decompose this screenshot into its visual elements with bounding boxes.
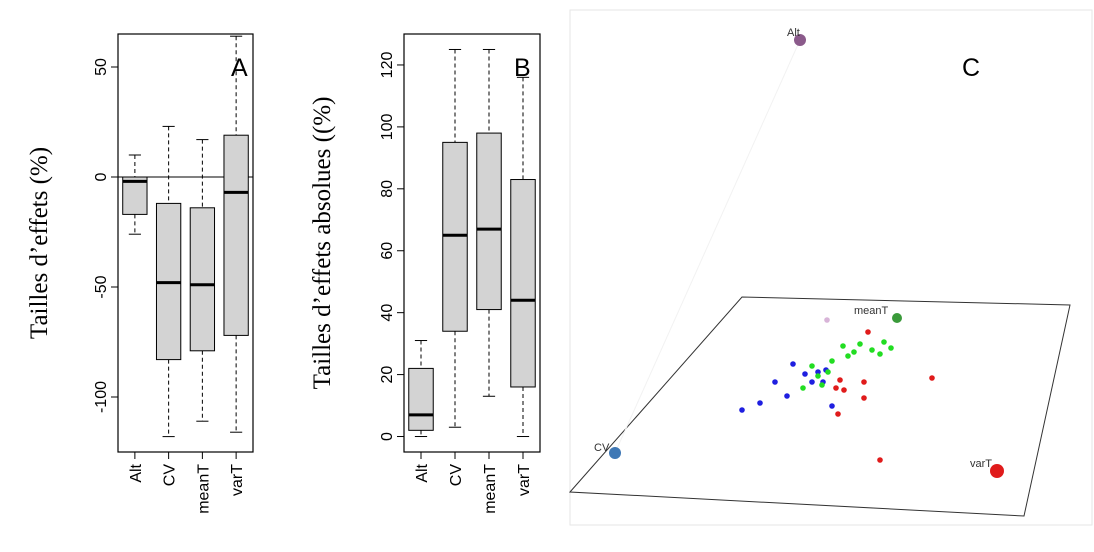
- panel-a-boxplot: A Tailles d’effets (%) 50 0 -50 -100 Alt CV me…: [26, 33, 254, 514]
- y-tick-label: 60: [379, 242, 396, 260]
- panel-a-letter: A: [231, 54, 248, 82]
- scatter-point: [865, 329, 871, 335]
- y-tick-label: 0: [93, 172, 110, 181]
- panel-c-axis-line: [614, 39, 801, 454]
- scatter-point: [861, 379, 867, 385]
- anchor-label-vart: varT: [970, 458, 992, 470]
- anchor-label-cv: CV: [594, 442, 610, 454]
- scatter-point: [772, 379, 778, 385]
- y-tick-label: 0: [379, 432, 396, 441]
- box: [510, 179, 536, 388]
- x-tick-label: varT: [516, 464, 533, 496]
- panel-a-plot-frame: [117, 33, 254, 453]
- scatter-point: [877, 457, 883, 463]
- scatter-point: [841, 387, 847, 393]
- x-tick-label: meanT: [195, 464, 212, 514]
- scatter-point: [819, 382, 825, 388]
- y-tick-label: 40: [379, 304, 396, 322]
- scatter-point: [929, 375, 935, 381]
- scatter-point: [825, 369, 831, 375]
- panel-b-letter: B: [514, 54, 531, 82]
- scatter-point: [837, 377, 843, 383]
- panel-c-3d-scatter: C Alt meanT CV varT: [568, 9, 1093, 526]
- anchor-point-vart: [990, 464, 1004, 478]
- x-tick-label: Alt: [128, 463, 145, 482]
- scatter-point: [739, 407, 745, 413]
- scatter-point: [845, 353, 851, 359]
- scatter-point: [835, 411, 841, 417]
- scatter-point: [809, 363, 815, 369]
- box: [408, 367, 434, 431]
- anchor-label-meant: meanT: [854, 305, 889, 317]
- scatter-point: [815, 369, 821, 375]
- y-tick-label: 50: [93, 58, 110, 76]
- scatter-point: [784, 393, 790, 399]
- y-tick-label: -50: [93, 275, 110, 298]
- box: [122, 176, 148, 215]
- scatter-point: [851, 349, 857, 355]
- box: [476, 132, 502, 311]
- y-tick-label: -100: [93, 381, 110, 413]
- scatter-point: [802, 371, 808, 377]
- panel-b-boxplot: B Tailles d’effets absolues ((%) 0 20 40 60…: [309, 33, 541, 514]
- y-tick-label: 20: [379, 366, 396, 384]
- x-tick-label: CV: [162, 464, 179, 487]
- scatter-point: [824, 317, 830, 323]
- scatter-point: [829, 403, 835, 409]
- y-tick-label: 80: [379, 180, 396, 198]
- scatter-point: [809, 379, 815, 385]
- box: [223, 134, 249, 336]
- scatter-point: [833, 385, 839, 391]
- panel-b-ylabel: Tailles d’effets absolues ((%): [309, 97, 336, 390]
- x-tick-label: meanT: [482, 464, 499, 514]
- panel-b-plot-frame: [403, 33, 541, 453]
- box: [442, 141, 468, 332]
- scatter-point: [877, 351, 883, 357]
- anchor-point-alt: [794, 34, 806, 46]
- anchor-label-alt: Alt: [787, 27, 800, 39]
- scatter-point: [888, 345, 894, 351]
- x-tick-label: varT: [229, 464, 246, 496]
- scatter-point: [881, 339, 887, 345]
- scatter-point: [800, 385, 806, 391]
- scatter-point: [815, 373, 821, 379]
- anchor-point-cv: [609, 447, 621, 459]
- scatter-point: [790, 361, 796, 367]
- x-tick-label: Alt: [414, 463, 431, 482]
- y-tick-label: 100: [379, 113, 396, 140]
- y-tick-label: 120: [379, 52, 396, 79]
- panel-a-ylabel: Tailles d’effets (%): [26, 147, 53, 339]
- panel-c-frame: [569, 9, 1093, 526]
- anchor-point-meant: [892, 313, 902, 323]
- box: [189, 207, 216, 352]
- scatter-point: [857, 341, 863, 347]
- scatter-point: [829, 358, 835, 364]
- x-tick-label: CV: [448, 464, 465, 487]
- scatter-point: [757, 400, 763, 406]
- panel-c-plane: [568, 296, 1071, 517]
- scatter-point: [869, 347, 875, 353]
- panel-c-letter: C: [962, 54, 980, 82]
- scatter-point: [840, 343, 846, 349]
- scatter-point: [861, 395, 867, 401]
